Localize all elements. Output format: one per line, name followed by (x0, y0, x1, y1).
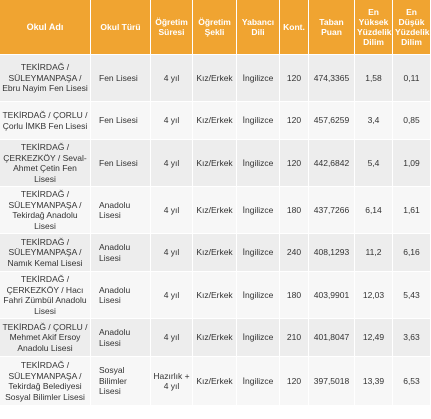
cell-ogretim-sekli: Kız/Erkek (193, 55, 237, 102)
cell-en-dusuk: 0,11 (393, 55, 431, 102)
table-row: TEKİRDAĞ / ÇERKEZKÖY / Hacı Fahri Zümbül… (0, 272, 431, 319)
cell-okul-adi: TEKİRDAĞ / ÇERKEZKÖY / Hacı Fahri Zümbül… (0, 272, 91, 319)
table-header-row: Okul Adı Okul Türü Öğretim Süresi Öğreti… (0, 0, 431, 55)
cell-ogretim-suresi: 4 yıl (151, 187, 193, 234)
cell-ogretim-sekli: Kız/Erkek (193, 357, 237, 406)
cell-ogretim-suresi: 4 yıl (151, 319, 193, 357)
cell-en-dusuk: 6,53 (393, 357, 431, 406)
cell-taban-puan: 457,6259 (309, 102, 355, 140)
cell-kontenjan: 120 (280, 102, 309, 140)
cell-en-yuksek: 6,14 (355, 187, 393, 234)
cell-okul-turu: Anadolu Lisesi (91, 319, 151, 357)
header-en-yuksek-yuzdelik: En Yüksek Yüzdelik Dilim (355, 0, 393, 55)
cell-yabanci-dili: İngilizce (237, 140, 280, 187)
cell-en-yuksek: 5,4 (355, 140, 393, 187)
header-yabanci-dili: Yabancı Dili (237, 0, 280, 55)
cell-en-dusuk: 0,85 (393, 102, 431, 140)
cell-kontenjan: 180 (280, 272, 309, 319)
cell-ogretim-sekli: Kız/Erkek (193, 234, 237, 272)
cell-ogretim-suresi: 4 yıl (151, 272, 193, 319)
cell-taban-puan: 397,5018 (309, 357, 355, 406)
cell-okul-adi: TEKİRDAĞ / SÜLEYMANPAŞA / Ebru Nayim Fen… (0, 55, 91, 102)
cell-okul-turu: Fen Lisesi (91, 102, 151, 140)
cell-kontenjan: 180 (280, 187, 309, 234)
table-row: TEKİRDAĞ / SÜLEYMANPAŞA / Tekirdağ Anado… (0, 187, 431, 234)
cell-en-yuksek: 13,39 (355, 357, 393, 406)
cell-yabanci-dili: İngilizce (237, 102, 280, 140)
cell-okul-adi: TEKİRDAĞ / ÇORLU / Çorlu İMKB Fen Lisesi (0, 102, 91, 140)
cell-okul-turu: Anadolu Lisesi (91, 187, 151, 234)
table-row: TEKİRDAĞ / SÜLEYMANPAŞA / Namık Kemal Li… (0, 234, 431, 272)
header-kontenjan: Kont. (280, 0, 309, 55)
cell-okul-adi: TEKİRDAĞ / ÇORLU / Mehmet Akif Ersoy Ana… (0, 319, 91, 357)
cell-ogretim-suresi: 4 yıl (151, 102, 193, 140)
cell-en-dusuk: 1,09 (393, 140, 431, 187)
cell-taban-puan: 403,9901 (309, 272, 355, 319)
header-taban-puan: Taban Puan (309, 0, 355, 55)
cell-yabanci-dili: İngilizce (237, 357, 280, 406)
cell-okul-turu: Fen Lisesi (91, 140, 151, 187)
cell-okul-adi: TEKİRDAĞ / SÜLEYMANPAŞA / Tekirdağ Beled… (0, 357, 91, 406)
cell-okul-turu: Anadolu Lisesi (91, 272, 151, 319)
cell-en-dusuk: 5,43 (393, 272, 431, 319)
cell-kontenjan: 240 (280, 234, 309, 272)
header-en-dusuk-yuzdelik: En Düşük Yüzdelik Dilim (393, 0, 431, 55)
cell-yabanci-dili: İngilizce (237, 55, 280, 102)
table-row: TEKİRDAĞ / ÇORLU / Çorlu İMKB Fen Lisesi… (0, 102, 431, 140)
header-okul-adi: Okul Adı (0, 0, 91, 55)
header-okul-turu: Okul Türü (91, 0, 151, 55)
cell-okul-turu: Fen Lisesi (91, 55, 151, 102)
cell-en-yuksek: 3,4 (355, 102, 393, 140)
cell-okul-adi: TEKİRDAĞ / SÜLEYMANPAŞA / Tekirdağ Anado… (0, 187, 91, 234)
school-score-table: Okul Adı Okul Türü Öğretim Süresi Öğreti… (0, 0, 431, 406)
cell-taban-puan: 442,6842 (309, 140, 355, 187)
cell-en-dusuk: 6,16 (393, 234, 431, 272)
table-row: TEKİRDAĞ / SÜLEYMANPAŞA / Tekirdağ Beled… (0, 357, 431, 406)
header-ogretim-suresi: Öğretim Süresi (151, 0, 193, 55)
table-row: TEKİRDAĞ / ÇERKEZKÖY / Seval-Ahmet Çetin… (0, 140, 431, 187)
cell-ogretim-sekli: Kız/Erkek (193, 319, 237, 357)
cell-okul-turu: Sosyal Bilimler Lisesi (91, 357, 151, 406)
cell-ogretim-suresi: 4 yıl (151, 55, 193, 102)
cell-yabanci-dili: İngilizce (237, 272, 280, 319)
cell-ogretim-suresi: Hazırlık + 4 yıl (151, 357, 193, 406)
cell-yabanci-dili: İngilizce (237, 234, 280, 272)
cell-en-dusuk: 3,63 (393, 319, 431, 357)
cell-en-dusuk: 1,61 (393, 187, 431, 234)
cell-taban-puan: 437,7266 (309, 187, 355, 234)
cell-taban-puan: 401,8047 (309, 319, 355, 357)
cell-taban-puan: 408,1293 (309, 234, 355, 272)
cell-kontenjan: 210 (280, 319, 309, 357)
cell-taban-puan: 474,3365 (309, 55, 355, 102)
table-row: TEKİRDAĞ / SÜLEYMANPAŞA / Ebru Nayim Fen… (0, 55, 431, 102)
cell-ogretim-sekli: Kız/Erkek (193, 140, 237, 187)
cell-en-yuksek: 11,2 (355, 234, 393, 272)
cell-en-yuksek: 1,58 (355, 55, 393, 102)
cell-kontenjan: 120 (280, 357, 309, 406)
cell-en-yuksek: 12,49 (355, 319, 393, 357)
cell-okul-adi: TEKİRDAĞ / ÇERKEZKÖY / Seval-Ahmet Çetin… (0, 140, 91, 187)
cell-en-yuksek: 12,03 (355, 272, 393, 319)
cell-okul-turu: Anadolu Lisesi (91, 234, 151, 272)
cell-yabanci-dili: İngilizce (237, 187, 280, 234)
cell-ogretim-suresi: 4 yıl (151, 140, 193, 187)
cell-yabanci-dili: İngilizce (237, 319, 280, 357)
table-row: TEKİRDAĞ / ÇORLU / Mehmet Akif Ersoy Ana… (0, 319, 431, 357)
cell-ogretim-sekli: Kız/Erkek (193, 187, 237, 234)
cell-kontenjan: 120 (280, 140, 309, 187)
cell-ogretim-suresi: 4 yıl (151, 234, 193, 272)
cell-kontenjan: 120 (280, 55, 309, 102)
cell-ogretim-sekli: Kız/Erkek (193, 102, 237, 140)
cell-okul-adi: TEKİRDAĞ / SÜLEYMANPAŞA / Namık Kemal Li… (0, 234, 91, 272)
header-ogretim-sekli: Öğretim Şekli (193, 0, 237, 55)
cell-ogretim-sekli: Kız/Erkek (193, 272, 237, 319)
